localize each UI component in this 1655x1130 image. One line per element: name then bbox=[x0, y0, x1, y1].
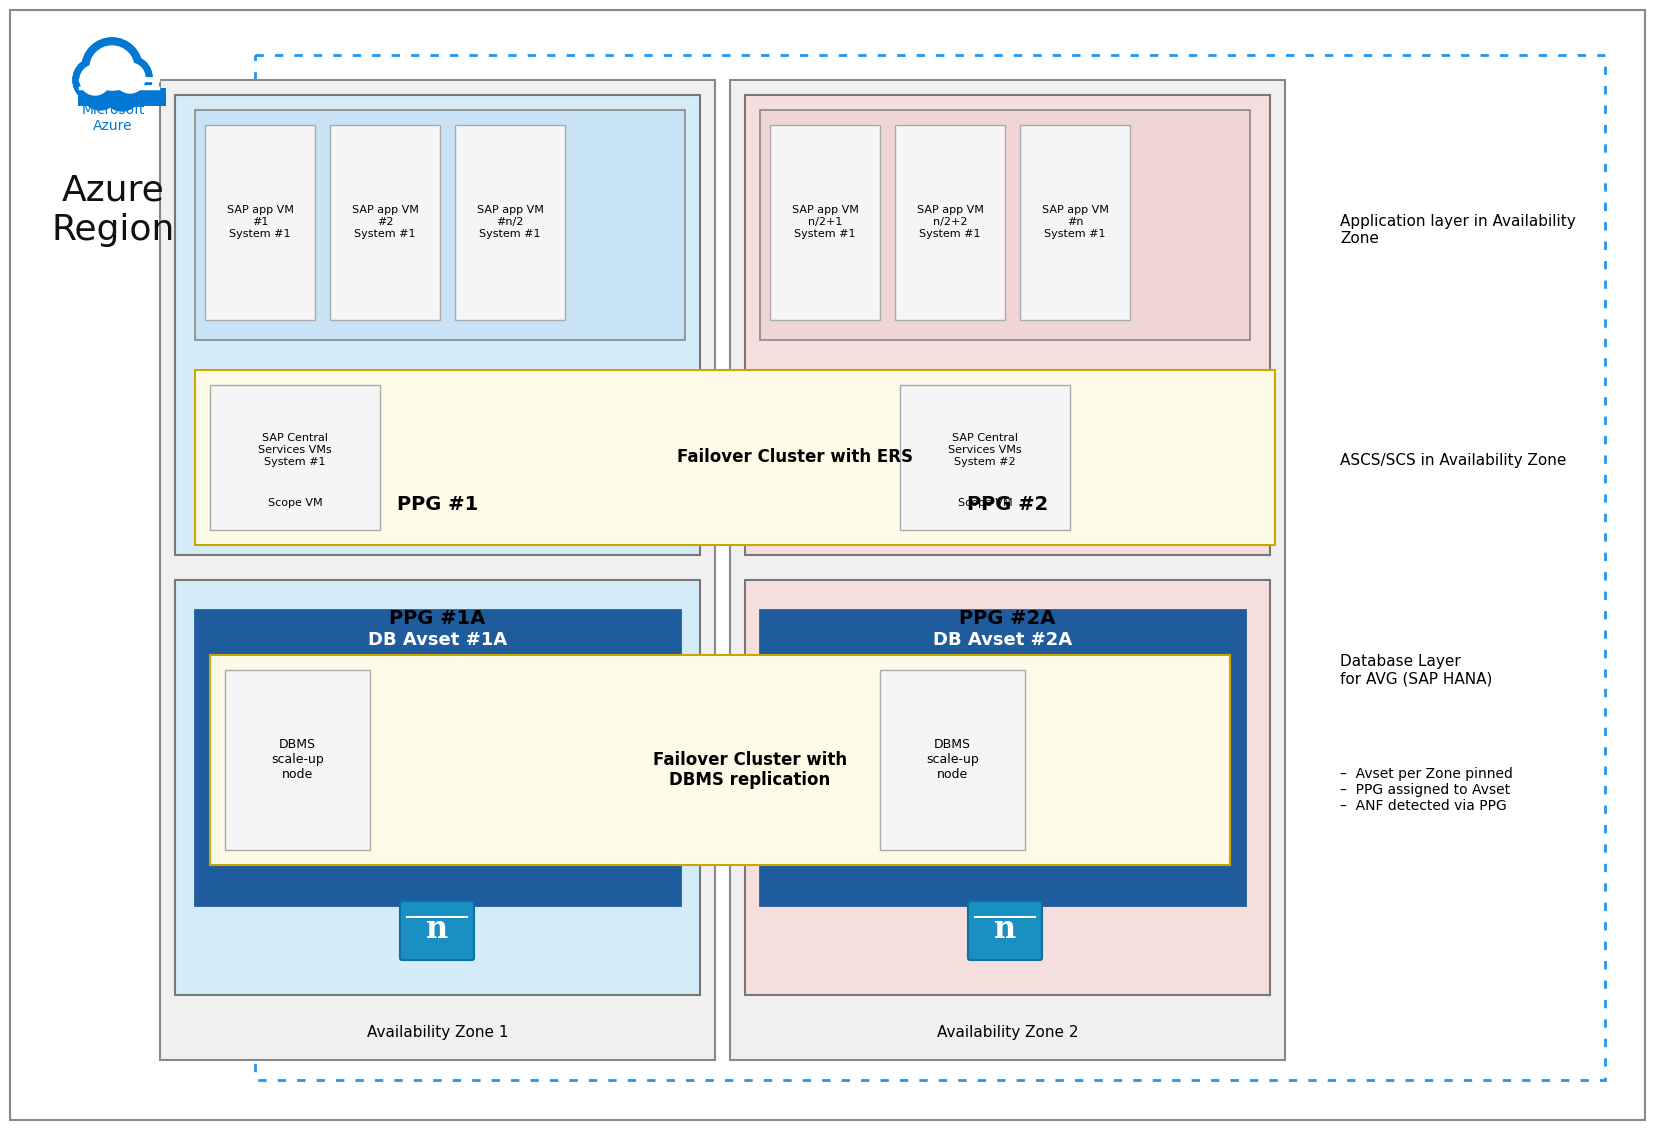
Circle shape bbox=[108, 56, 152, 99]
Text: SAP Central
Services VMs
System #2: SAP Central Services VMs System #2 bbox=[948, 434, 1021, 467]
Text: ASCS/SCS in Availability Zone: ASCS/SCS in Availability Zone bbox=[1341, 452, 1566, 468]
Circle shape bbox=[114, 79, 124, 89]
FancyBboxPatch shape bbox=[329, 125, 440, 320]
Text: DBMS
scale-up
node: DBMS scale-up node bbox=[927, 739, 978, 782]
FancyBboxPatch shape bbox=[760, 610, 1245, 905]
Text: DBMS
scale-up
node: DBMS scale-up node bbox=[271, 739, 324, 782]
FancyBboxPatch shape bbox=[195, 110, 685, 340]
Text: PPG #1: PPG #1 bbox=[397, 495, 478, 514]
Text: PPG #2: PPG #2 bbox=[967, 495, 1048, 514]
FancyBboxPatch shape bbox=[210, 385, 381, 530]
Text: SAP app VM
#1
System #1: SAP app VM #1 System #1 bbox=[227, 206, 293, 238]
Text: SAP Central
Services VMs
System #1: SAP Central Services VMs System #1 bbox=[258, 434, 331, 467]
Text: Azure
Region: Azure Region bbox=[51, 173, 175, 246]
Text: Microsoft
Azure: Microsoft Azure bbox=[81, 103, 144, 133]
FancyBboxPatch shape bbox=[968, 901, 1043, 960]
FancyBboxPatch shape bbox=[455, 125, 564, 320]
FancyBboxPatch shape bbox=[1019, 125, 1130, 320]
Text: Application layer in Availability
Zone: Application layer in Availability Zone bbox=[1341, 214, 1576, 246]
Circle shape bbox=[73, 58, 118, 102]
FancyBboxPatch shape bbox=[880, 670, 1024, 850]
Text: PPG #1A: PPG #1A bbox=[389, 608, 485, 627]
Text: PPG #2A: PPG #2A bbox=[960, 608, 1056, 627]
Text: SAP app VM
#2
System #1: SAP app VM #2 System #1 bbox=[351, 206, 419, 238]
Circle shape bbox=[114, 77, 124, 87]
Text: Availability Zone 1: Availability Zone 1 bbox=[367, 1025, 508, 1040]
FancyBboxPatch shape bbox=[195, 610, 680, 905]
FancyBboxPatch shape bbox=[161, 80, 715, 1060]
FancyBboxPatch shape bbox=[195, 370, 1274, 545]
FancyBboxPatch shape bbox=[745, 580, 1269, 996]
Circle shape bbox=[83, 73, 118, 110]
Text: Database Layer
for AVG (SAP HANA): Database Layer for AVG (SAP HANA) bbox=[1341, 654, 1493, 686]
FancyBboxPatch shape bbox=[225, 670, 371, 850]
Text: SAP app VM
n/2+2
System #1: SAP app VM n/2+2 System #1 bbox=[917, 206, 983, 238]
FancyBboxPatch shape bbox=[175, 95, 700, 555]
Circle shape bbox=[79, 66, 109, 95]
Text: Failover Cluster with ERS: Failover Cluster with ERS bbox=[677, 449, 914, 467]
Text: Availability Zone 2: Availability Zone 2 bbox=[937, 1025, 1079, 1040]
Circle shape bbox=[108, 56, 152, 99]
FancyBboxPatch shape bbox=[895, 125, 1005, 320]
Text: –  Avset per Zone pinned
–  PPG assigned to Avset
–  ANF detected via PPG: – Avset per Zone pinned – PPG assigned t… bbox=[1341, 767, 1513, 814]
FancyBboxPatch shape bbox=[210, 655, 1230, 864]
Circle shape bbox=[83, 38, 142, 98]
FancyBboxPatch shape bbox=[10, 10, 1645, 1120]
Circle shape bbox=[104, 75, 141, 111]
Circle shape bbox=[83, 38, 142, 98]
FancyBboxPatch shape bbox=[78, 88, 166, 106]
FancyBboxPatch shape bbox=[175, 580, 700, 996]
Circle shape bbox=[73, 58, 118, 102]
Text: Scope VM: Scope VM bbox=[958, 498, 1013, 508]
FancyBboxPatch shape bbox=[745, 95, 1269, 555]
FancyBboxPatch shape bbox=[760, 110, 1250, 340]
Circle shape bbox=[114, 63, 146, 93]
Text: SAP app VM
n/2+1
System #1: SAP app VM n/2+1 System #1 bbox=[791, 206, 859, 238]
Text: n: n bbox=[425, 914, 449, 946]
FancyBboxPatch shape bbox=[770, 125, 880, 320]
Circle shape bbox=[89, 46, 134, 90]
Text: n: n bbox=[995, 914, 1016, 946]
Text: DB Avset #2A: DB Avset #2A bbox=[933, 631, 1072, 649]
FancyBboxPatch shape bbox=[900, 385, 1071, 530]
FancyBboxPatch shape bbox=[401, 901, 473, 960]
Text: SAP app VM
#n/2
System #1: SAP app VM #n/2 System #1 bbox=[477, 206, 543, 238]
FancyBboxPatch shape bbox=[205, 125, 314, 320]
Text: DB Avset #1A: DB Avset #1A bbox=[367, 631, 506, 649]
Text: SAP app VM
#n
System #1: SAP app VM #n System #1 bbox=[1041, 206, 1109, 238]
Text: Failover Cluster with
DBMS replication: Failover Cluster with DBMS replication bbox=[654, 750, 847, 790]
Text: Scope VM: Scope VM bbox=[268, 498, 323, 508]
FancyBboxPatch shape bbox=[730, 80, 1284, 1060]
